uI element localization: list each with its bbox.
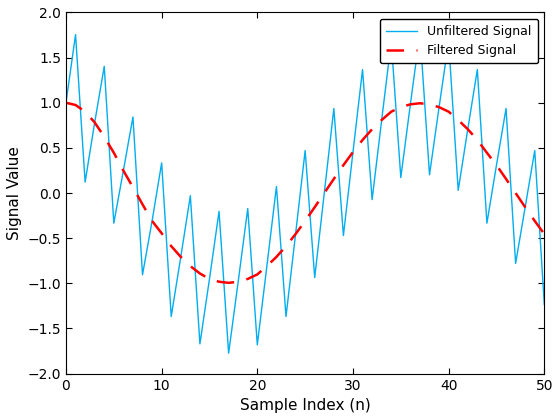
Unfiltered Signal	[216, 209, 222, 214]
Legend: Unfiltered Signal, Filtered Signal: Unfiltered Signal, Filtered Signal	[380, 19, 538, 63]
Unfiltered Signal	[426, 172, 433, 177]
Unfiltered Signal	[541, 302, 548, 307]
Filtered Signal	[417, 101, 423, 106]
Filtered Signal	[541, 231, 548, 236]
Filtered Signal	[388, 109, 395, 114]
Line: Unfiltered Signal: Unfiltered Signal	[66, 33, 544, 353]
Unfiltered Signal	[388, 39, 395, 44]
Filtered Signal	[206, 276, 213, 281]
Unfiltered Signal	[417, 30, 423, 35]
Filtered Signal	[63, 100, 69, 105]
Unfiltered Signal	[63, 100, 69, 105]
Filtered Signal	[225, 280, 232, 285]
Unfiltered Signal	[168, 314, 175, 319]
Filtered Signal	[531, 218, 538, 223]
X-axis label: Sample Index (n): Sample Index (n)	[240, 398, 371, 413]
Unfiltered Signal	[531, 148, 538, 153]
Unfiltered Signal	[225, 351, 232, 356]
Y-axis label: Signal Value: Signal Value	[7, 146, 22, 240]
Unfiltered Signal	[206, 276, 213, 281]
Line: Filtered Signal: Filtered Signal	[66, 103, 544, 283]
Filtered Signal	[216, 279, 222, 284]
Filtered Signal	[168, 244, 175, 249]
